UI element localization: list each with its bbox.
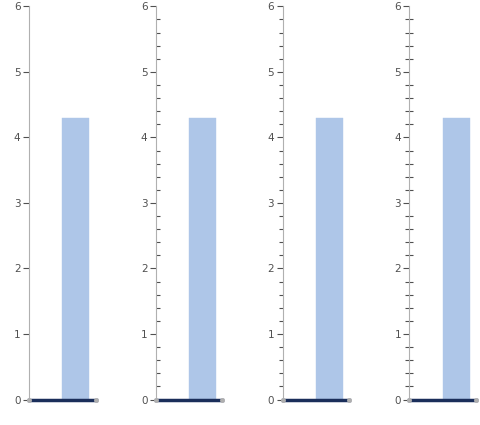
Bar — [62, 118, 89, 400]
Bar — [189, 118, 216, 400]
Bar — [315, 118, 342, 400]
Bar — [442, 118, 468, 400]
